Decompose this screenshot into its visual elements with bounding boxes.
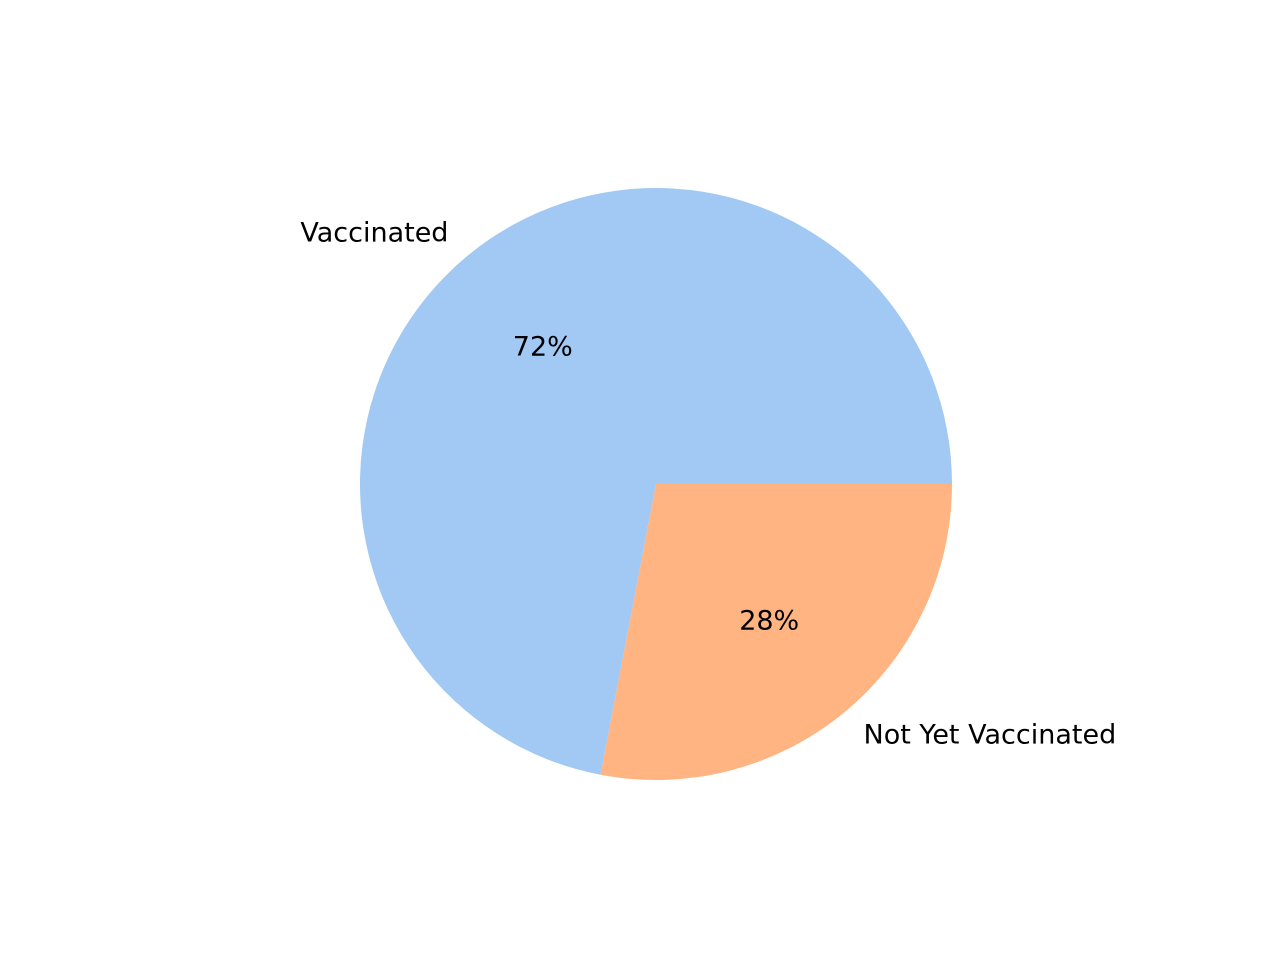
slice-label-1: Not Yet Vaccinated (864, 719, 1117, 750)
slice-label-0: Vaccinated (300, 218, 448, 249)
slices-layer (359, 188, 952, 780)
pie-slice-not-yet-vaccinated (600, 484, 952, 780)
labels-layer: 72% Vaccinated 28% Not Yet Vaccinated (300, 218, 1116, 751)
pie-slice-vaccinated (359, 188, 952, 775)
pct-label-0: 72% (513, 332, 573, 363)
pct-label-1: 28% (739, 605, 799, 636)
